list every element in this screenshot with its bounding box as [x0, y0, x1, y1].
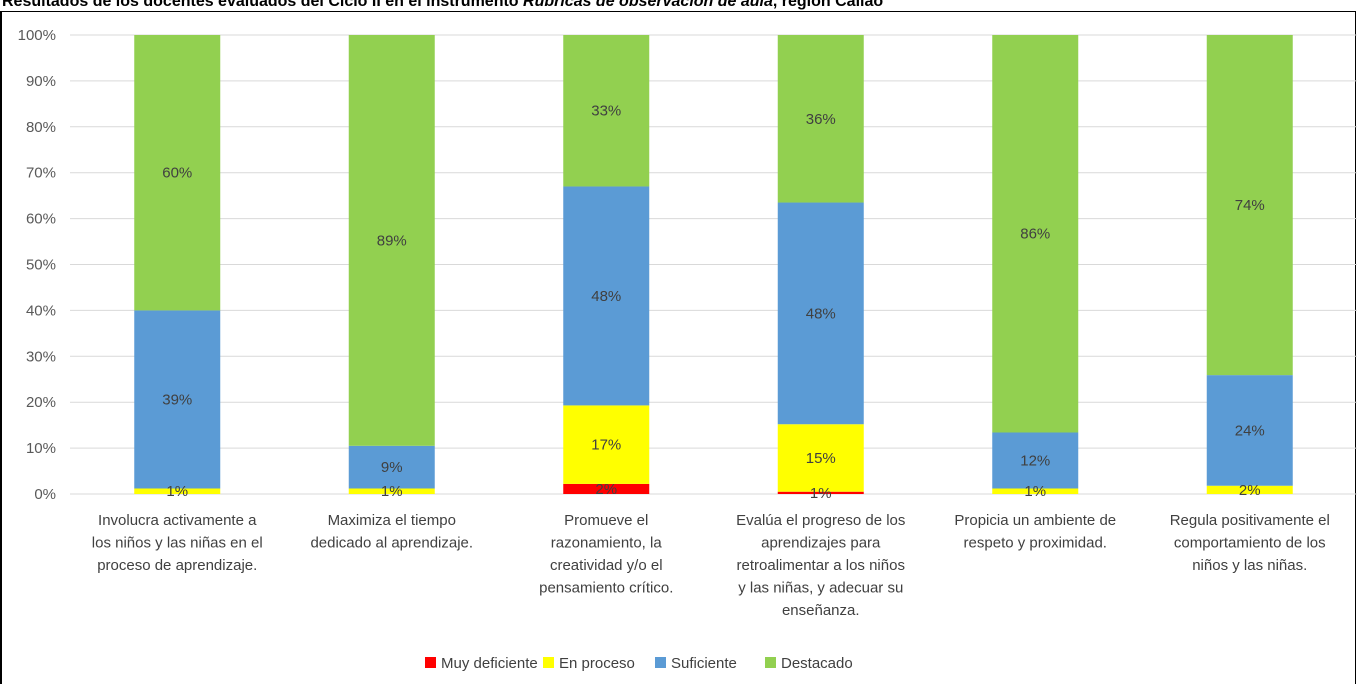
bar-segment [1206, 375, 1293, 486]
bar-segment [992, 432, 1079, 489]
data-label: 74% [1235, 197, 1265, 214]
title-post: , región Callao [772, 0, 884, 10]
data-label: 15% [806, 450, 836, 467]
category-label: Maximiza el tiempo [328, 512, 456, 529]
data-label: 1% [810, 485, 832, 502]
bar-segment [348, 488, 435, 494]
category-label: Propicia un ambiente de [954, 512, 1116, 529]
y-tick-label: 0% [34, 486, 56, 503]
y-tick-label: 100% [18, 27, 56, 44]
data-label: 9% [381, 459, 403, 476]
category-label: comportamiento de los [1174, 535, 1326, 552]
category-label: los niños y las niñas en el [92, 535, 263, 552]
y-axis-ticks: 0% 10% 20% 30% 40% 50% 60% 70% 80% 90% 100% [18, 27, 56, 503]
title-italic: Rúbricas de observación de aula [523, 0, 773, 10]
bar-segment [777, 35, 864, 203]
bar-segment [1206, 485, 1293, 494]
bar-segment [1206, 35, 1293, 376]
data-label: 24% [1235, 422, 1265, 439]
category-label: enseñanza. [782, 602, 860, 619]
y-tick-label: 40% [26, 302, 56, 319]
category-label: y las niñas, y adecuar su [738, 580, 903, 597]
data-label: 89% [377, 232, 407, 249]
x-axis-categories: Involucra activamente a los niños y las n… [92, 512, 1330, 619]
bar-segment [348, 35, 435, 446]
y-tick-label: 80% [26, 119, 56, 136]
category-label: aprendizajes para [761, 535, 881, 552]
data-label: 2% [595, 481, 617, 498]
title-pre: Resultados de los docentes evaluados del… [2, 0, 524, 10]
data-label: 48% [806, 305, 836, 322]
bar-segment [348, 445, 435, 489]
bar-segment [134, 488, 221, 494]
y-tick-label: 60% [26, 211, 56, 228]
y-tick-label: 70% [26, 165, 56, 182]
bar-segment [777, 491, 864, 494]
category-label: Involucra activamente a [98, 512, 257, 529]
y-tick-label: 10% [26, 440, 56, 457]
legend-label: Muy deficiente [441, 655, 538, 672]
category-label: respeto y proximidad. [964, 535, 1107, 552]
bar-segment [777, 202, 864, 425]
legend-label: Suficiente [671, 655, 737, 672]
category-label: retroalimentar a los niños [737, 557, 905, 574]
y-tick-label: 90% [26, 73, 56, 90]
data-label: 12% [1020, 452, 1050, 469]
legend-swatch [543, 657, 554, 668]
category-label: proceso de aprendizaje. [97, 557, 257, 574]
category-label: razonamiento, la [551, 535, 663, 552]
data-label: 60% [162, 165, 192, 182]
data-label: 86% [1020, 226, 1050, 243]
data-label: 2% [1239, 482, 1261, 499]
chart-title: Resultados de los docentes evaluados del… [0, 0, 1357, 13]
category-label: Regula positivamente el [1170, 512, 1330, 529]
legend-swatch [655, 657, 666, 668]
gridlines [70, 34, 1357, 495]
bar-segment [563, 405, 650, 484]
data-label: 36% [806, 111, 836, 128]
data-label: 33% [591, 103, 621, 120]
bar-segment [563, 483, 650, 494]
data-label: 17% [591, 437, 621, 454]
bar-segment [134, 35, 221, 311]
legend-swatch [425, 657, 436, 668]
y-tick-label: 30% [26, 348, 56, 365]
data-label: 48% [591, 288, 621, 305]
data-label: 1% [166, 483, 188, 500]
bar-segment [563, 35, 650, 187]
y-tick-label: 50% [26, 257, 56, 274]
legend-label: En proceso [559, 655, 635, 672]
legend: Muy deficiente En proceso Suficiente Destac… [425, 655, 853, 672]
category-label: Promueve el [564, 512, 648, 529]
bar-segment [992, 35, 1079, 433]
category-label: niños y las niñas. [1192, 557, 1307, 574]
data-label: 39% [162, 391, 192, 408]
category-label: Evalúa el progreso de los [736, 512, 905, 529]
bars [134, 35, 1293, 494]
chart-frame [0, 11, 1356, 684]
y-tick-label: 20% [26, 394, 56, 411]
data-labels: 1% 39% 60% 1% 9% 89% 2% 17% 48% 33% 1% 15% 48% 36% 1% 1… [162, 103, 1265, 502]
bar-segment [563, 186, 650, 406]
category-label: creatividad y/o el [550, 557, 663, 574]
category-label: dedicado al aprendizaje. [310, 535, 473, 552]
bar-segment [134, 310, 221, 489]
data-label: 1% [1024, 483, 1046, 500]
legend-swatch [765, 657, 776, 668]
bar-segment [777, 424, 864, 492]
data-label: 1% [381, 483, 403, 500]
category-label: pensamiento crítico. [539, 580, 673, 597]
bar-segment [992, 488, 1079, 494]
legend-label: Destacado [781, 655, 853, 672]
